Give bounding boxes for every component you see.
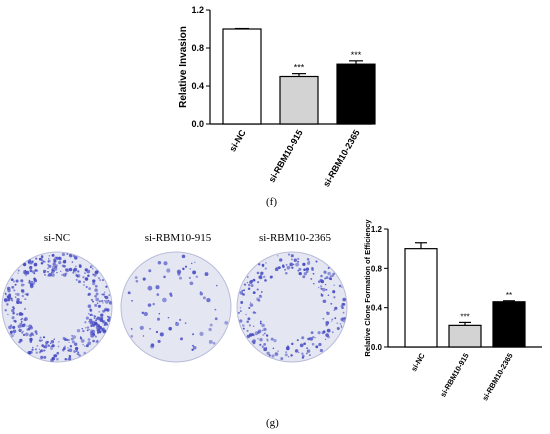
y-axis-label: Relative Invasion xyxy=(178,26,189,108)
dish-label-si-rbm10-2365: si-RBM10-2365 xyxy=(258,232,332,244)
dish-label-si-nc: si-NC xyxy=(43,232,71,244)
invasion-chart: 0.0 0.4 0.8 1.2 Relative Invasion si-NC *** si-… xyxy=(178,5,376,188)
bar xyxy=(448,324,482,348)
y-tick-label: 1.2 xyxy=(191,5,204,15)
y-tick-label: 0.8 xyxy=(371,264,383,273)
category-label: si-NC xyxy=(227,128,248,154)
panel-label-f: (f) xyxy=(266,196,277,208)
y-tick-label: 0.8 xyxy=(191,43,204,53)
dish-label-si-rbm10-915: si-RBM10-915 xyxy=(144,232,212,244)
bar xyxy=(279,75,319,125)
bar xyxy=(404,248,438,348)
y-tick-label: 0.0 xyxy=(191,119,204,129)
bar xyxy=(336,63,376,125)
category-label: si-RBM10-2365 xyxy=(480,352,514,403)
y-tick-label: 1.2 xyxy=(371,225,383,234)
y-axis-label: Relative Clone Formation of Efficiency xyxy=(363,219,372,357)
significance-label: *** xyxy=(460,312,469,321)
category-label: si-RBM10-915 xyxy=(267,128,305,184)
significance-label: *** xyxy=(294,63,305,73)
category-label: si-RBM10-2365 xyxy=(321,128,362,188)
y-tick-label: 0.4 xyxy=(371,304,383,313)
bar xyxy=(492,301,526,348)
y-tick-label: 0.0 xyxy=(371,343,383,352)
y-tick-label: 0.4 xyxy=(191,81,204,91)
panel-label-g: (g) xyxy=(266,417,279,429)
category-label: si-NC xyxy=(409,351,427,373)
bar xyxy=(222,28,262,125)
significance-label: *** xyxy=(351,50,362,60)
significance-label: ** xyxy=(506,291,512,300)
category-label: si-RBM10-915 xyxy=(438,352,470,399)
